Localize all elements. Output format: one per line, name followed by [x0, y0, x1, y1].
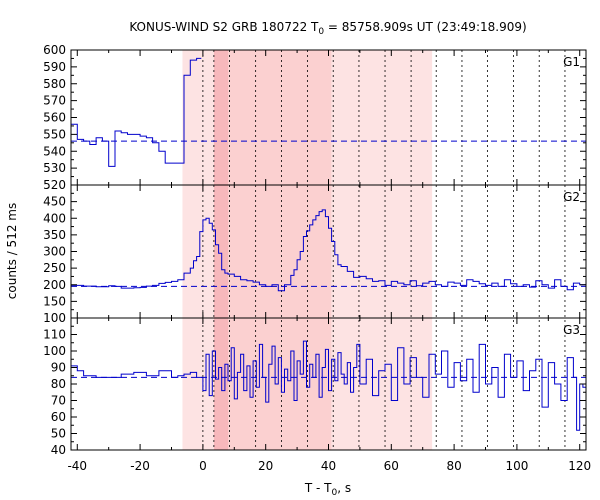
y-tick-label: 520	[43, 178, 66, 192]
panel-label-g3: G3	[563, 323, 580, 337]
y-tick-label: 40	[51, 443, 66, 457]
x-tick-label: 20	[258, 459, 273, 473]
y-tick-label: 100	[43, 344, 66, 358]
x-tick-label: -20	[130, 459, 150, 473]
y-tick-label: 200	[43, 278, 66, 292]
y-tick-label: 570	[43, 94, 66, 108]
plot-area: 520530540550560570580590600G110015020025…	[43, 43, 591, 473]
x-tick-label: -40	[67, 459, 87, 473]
y-tick-label: 300	[43, 245, 66, 259]
y-tick-label: 600	[43, 43, 66, 57]
x-tick-label: 0	[199, 459, 207, 473]
panel-label-g2: G2	[563, 190, 580, 204]
y-tick-label: 90	[51, 361, 66, 375]
x-tick-label: 80	[446, 459, 461, 473]
x-axis-label: T - T0, s	[304, 481, 351, 498]
shaded-interval	[213, 50, 229, 450]
y-tick-label: 50	[51, 427, 66, 441]
panel-label-g1: G1	[563, 55, 580, 69]
chart-title: KONUS-WIND S2 GRB 180722 T0 = 85758.909s…	[129, 20, 526, 37]
y-tick-label: 250	[43, 261, 66, 275]
y-tick-label: 560	[43, 111, 66, 125]
y-tick-label: 590	[43, 60, 66, 74]
shaded-interval	[228, 50, 332, 450]
y-tick-label: 80	[51, 377, 66, 391]
y-tick-label: 100	[43, 311, 66, 325]
y-tick-label: 150	[43, 294, 66, 308]
light-curve-g2	[71, 209, 587, 292]
light-curve-g1	[71, 57, 202, 167]
x-tick-label: 40	[321, 459, 336, 473]
y-tick-label: 70	[51, 394, 66, 408]
panel-frame-g3	[70, 317, 587, 451]
shaded-interval	[331, 50, 433, 450]
light-curve-g3	[71, 340, 587, 431]
y-tick-label: 450	[43, 195, 66, 209]
y-tick-label: 550	[43, 127, 66, 141]
y-tick-label: 530	[43, 161, 66, 175]
y-tick-label: 540	[43, 144, 66, 158]
x-tick-label: 60	[384, 459, 399, 473]
x-tick-label: 100	[505, 459, 528, 473]
y-tick-label: 350	[43, 228, 66, 242]
x-tick-label: 120	[568, 459, 591, 473]
shaded-interval	[182, 50, 214, 450]
y-tick-label: 580	[43, 77, 66, 91]
y-tick-label: 400	[43, 211, 66, 225]
y-axis-label: counts / 512 ms	[5, 203, 19, 299]
y-tick-label: 60	[51, 410, 66, 424]
y-tick-label: 110	[43, 328, 66, 342]
